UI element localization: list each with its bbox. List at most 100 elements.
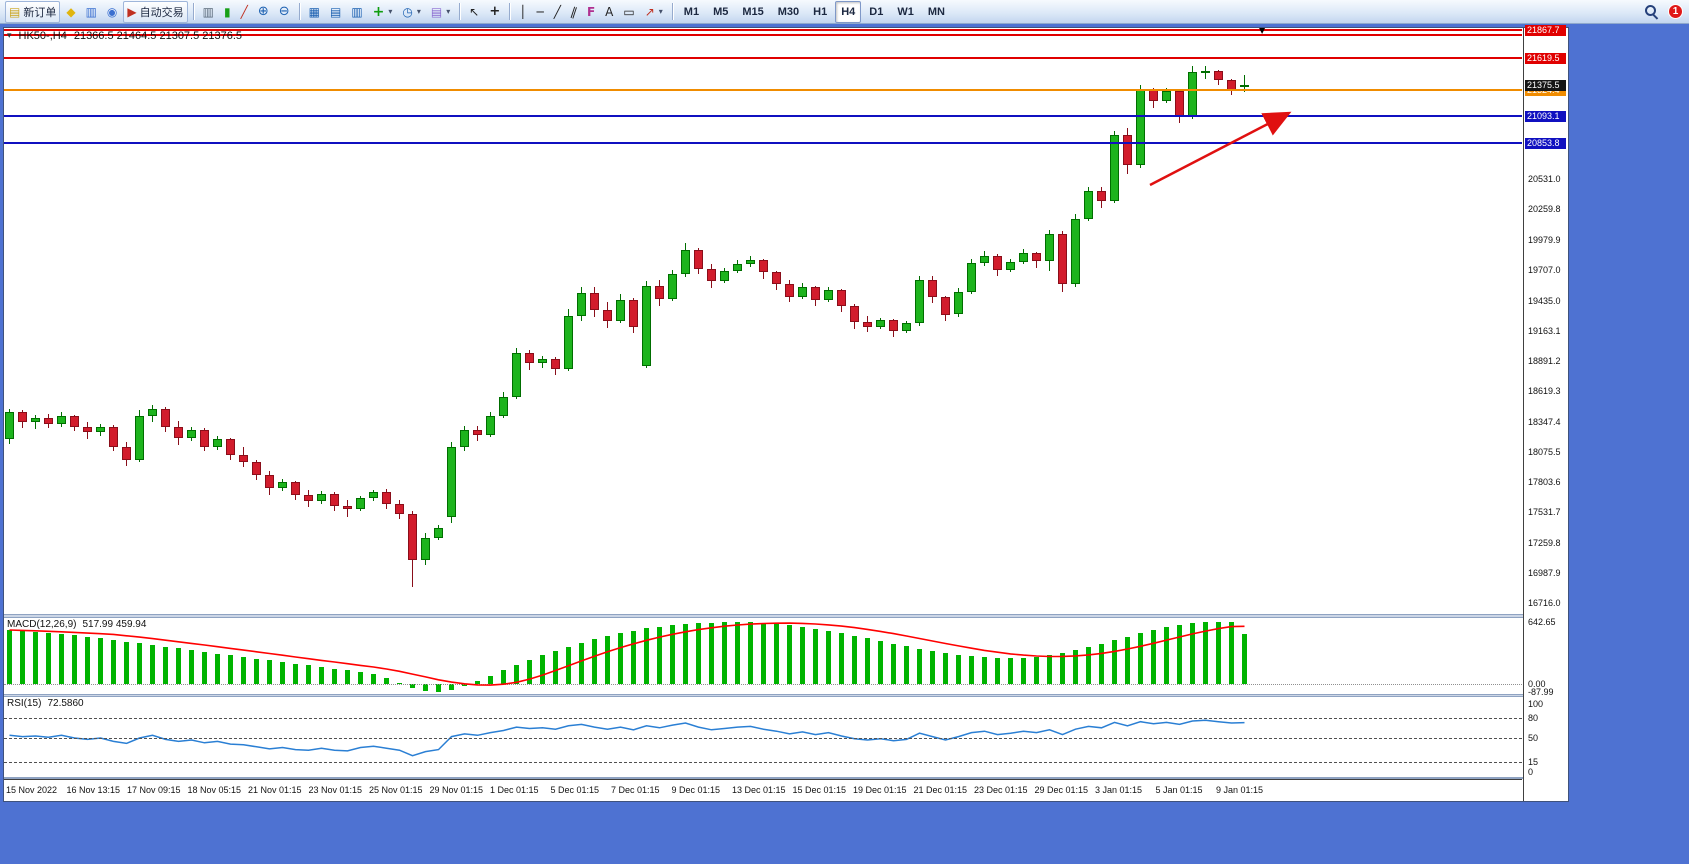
arrange-horizontal-button[interactable]: ▤: [326, 1, 345, 23]
zoom-in-button[interactable]: ⊕: [254, 1, 273, 23]
notification-badge[interactable]: 1: [1668, 4, 1683, 19]
macd-histogram-bar: [98, 638, 103, 684]
search-icon[interactable]: [1644, 4, 1659, 19]
arrange-vertical-button[interactable]: ▥: [347, 1, 366, 23]
horizontal-line-object[interactable]: [4, 56, 1522, 59]
text-label-button[interactable]: ▭: [619, 1, 638, 23]
horizontal-line-object[interactable]: [4, 115, 1522, 118]
macd-histogram-bar: [618, 633, 623, 684]
tf-mn-button[interactable]: MN: [922, 1, 951, 23]
toolbar: ▤ 新订单 ◆ ▥ ◉ ▶ 自动交易 ▥ ▮ ╱ ⊕ ⊖ ▦ ▤ ▥ + ▾ ◷ ▾ ▤ ▾ ↖ + │ ─ ╱ ∥ F A ▭ ↗ ▾ M1 M…: [0, 0, 1689, 24]
trendline-button[interactable]: ╱: [550, 1, 565, 23]
price-axis-tick: 15: [1528, 756, 1539, 767]
macd-histogram-bar: [228, 655, 233, 684]
candlestick: [941, 296, 950, 315]
rsi-level-line: [4, 761, 1522, 763]
macd-histogram-bar: [800, 626, 805, 684]
time-axis-label: 7 Dec 01:15: [611, 785, 660, 795]
price-axis-tick: 19163.1: [1528, 325, 1561, 336]
candlestick: [772, 272, 781, 285]
candlestick: [70, 415, 79, 427]
macd-histogram-bar: [189, 650, 194, 684]
candlestick: [538, 359, 547, 364]
macd-histogram-bar: [1229, 622, 1234, 684]
panel-separator[interactable]: [4, 777, 1568, 779]
new-order-button[interactable]: ▤ 新订单: [5, 0, 61, 23]
templates-button[interactable]: ▤ ▾: [427, 1, 454, 23]
horizontal-line-button[interactable]: ─: [532, 1, 547, 23]
tf-m30-button[interactable]: M30: [772, 1, 805, 23]
candlestick-chart-button[interactable]: ▮: [220, 1, 235, 23]
autotrading-label: 自动交易: [139, 6, 184, 19]
tf-h1-button[interactable]: H1: [807, 1, 833, 23]
horizontal-line-object[interactable]: [4, 89, 1522, 92]
horizontal-line-object[interactable]: [4, 29, 1522, 31]
macd-histogram-bar: [839, 633, 844, 684]
tf-m5-button[interactable]: M5: [707, 1, 734, 23]
macd-histogram-bar: [163, 646, 168, 684]
macd-histogram-bar: [202, 651, 207, 684]
time-axis-label: 17 Nov 09:15: [127, 785, 181, 795]
tf-m1-button[interactable]: M1: [678, 1, 705, 23]
periods-button[interactable]: ◷ ▾: [398, 1, 425, 23]
candlestick: [109, 426, 118, 447]
tf-h4-label: H4: [841, 5, 856, 18]
macd-histogram-bar: [722, 622, 727, 684]
candle-wick: [1244, 74, 1245, 93]
vertical-line-button[interactable]: │: [515, 1, 530, 23]
candlestick: [174, 426, 183, 438]
trend-arrow-object[interactable]: [4, 28, 1522, 614]
bar-chart-button[interactable]: ▥: [199, 1, 218, 23]
charts-button[interactable]: ▥: [82, 1, 101, 23]
time-axis-label: 3 Jan 01:15: [1095, 785, 1143, 795]
macd-histogram-bar: [241, 656, 246, 684]
channel-button[interactable]: ∥: [567, 1, 581, 23]
candlestick: [824, 290, 833, 301]
candlestick: [239, 454, 248, 463]
zoom-out-button[interactable]: ⊖: [275, 1, 294, 23]
tf-m15-button[interactable]: M15: [736, 1, 769, 23]
indicators-button[interactable]: + ▾: [369, 1, 397, 23]
text-button[interactable]: A: [601, 1, 617, 23]
time-axis-label: 18 Nov 05:15: [187, 785, 242, 795]
chevron-down-icon: ▾: [388, 7, 393, 16]
tile-windows-button[interactable]: ▦: [305, 1, 324, 23]
autotrading-button[interactable]: ▶ 自动交易: [123, 0, 188, 23]
tf-d1-button[interactable]: D1: [863, 1, 889, 23]
macd-histogram-bar: [1177, 624, 1182, 684]
tf-h4-button[interactable]: H4: [835, 0, 862, 23]
cursor-button[interactable]: ↖: [465, 1, 483, 23]
candlestick: [57, 415, 66, 424]
panel-separator[interactable]: [4, 694, 1568, 697]
panel-separator[interactable]: [4, 614, 1568, 618]
macd-histogram-bar: [670, 625, 675, 684]
macd-histogram-bar: [1112, 640, 1117, 684]
macd-histogram-bar: [904, 646, 909, 684]
tf-w1-button[interactable]: W1: [891, 1, 920, 23]
metaeditor-icon: ◆: [66, 4, 76, 19]
candlestick: [928, 280, 937, 297]
crosshair-button[interactable]: +: [485, 1, 504, 23]
rsi-value: 72.5860: [47, 698, 84, 709]
line-chart-button[interactable]: ╱: [237, 1, 252, 23]
candles-layer: [4, 28, 1522, 614]
time-axis-label: 19 Dec 01:15: [853, 785, 907, 795]
metaeditor-button[interactable]: ◆: [62, 1, 79, 23]
toolbar-buttons: ▤ 新订单 ◆ ▥ ◉ ▶ 自动交易 ▥ ▮ ╱ ⊕ ⊖ ▦ ▤ ▥ + ▾ ◷ ▾ ▤ ▾ ↖ + │ ─ ╱ ∥ F A ▭ ↗ ▾ M1 M…: [4, 0, 952, 24]
candlestick: [382, 492, 391, 504]
candlestick: [512, 353, 521, 397]
horizontal-line-object[interactable]: [4, 141, 1522, 144]
fibonacci-button[interactable]: F: [583, 1, 599, 23]
horizontal-line-object[interactable]: [4, 34, 1522, 37]
arrows-button[interactable]: ↗ ▾: [641, 1, 667, 23]
macd-histogram-bar: [176, 648, 181, 684]
macd-histogram-bar: [215, 653, 220, 684]
navigator-button[interactable]: ◉: [103, 1, 121, 23]
macd-histogram-bar: [85, 636, 90, 684]
macd-histogram-bar: [111, 640, 116, 684]
candlestick: [213, 439, 222, 447]
collapse-icon[interactable]: ▾: [7, 31, 12, 41]
tf-m15-label: M15: [742, 5, 764, 18]
macd-histogram-bar: [644, 628, 649, 684]
candlestick: [499, 396, 508, 416]
